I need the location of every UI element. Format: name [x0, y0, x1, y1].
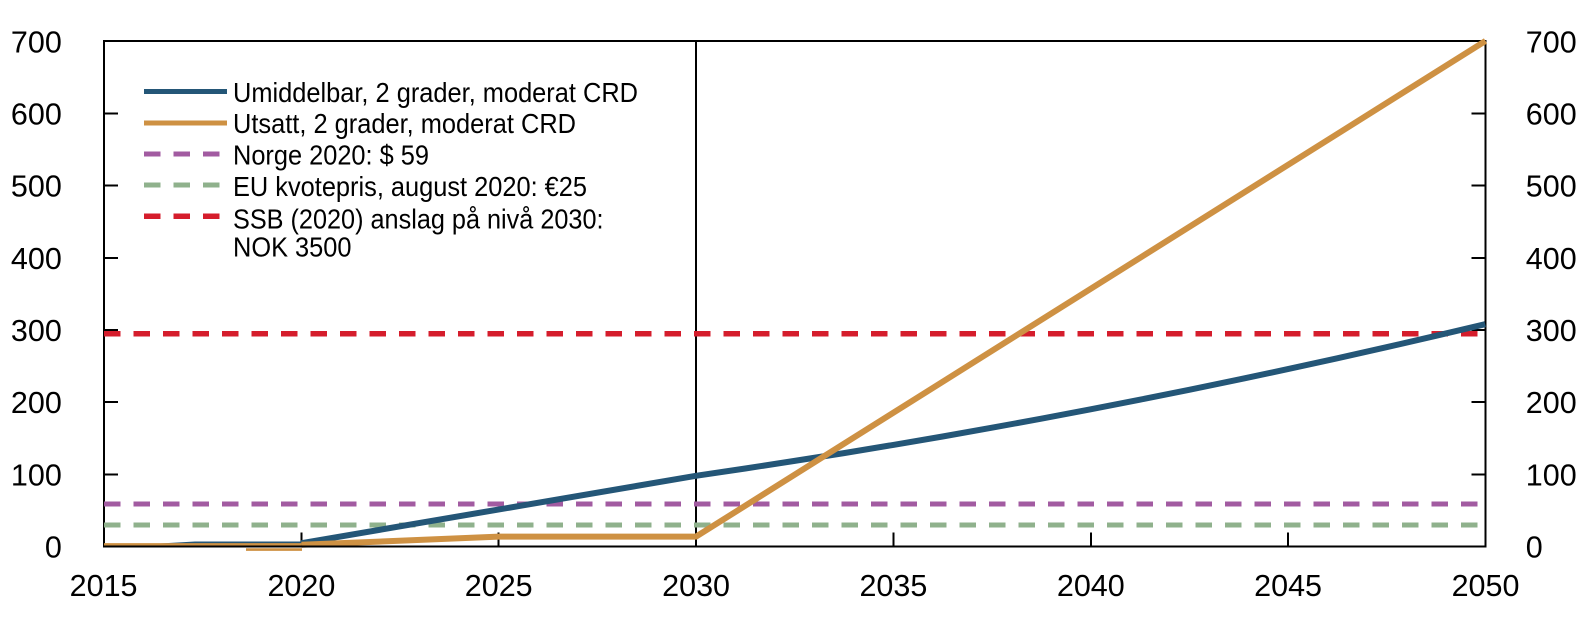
svg-text:2020: 2020	[267, 569, 335, 603]
svg-text:200: 200	[1526, 386, 1577, 420]
svg-text:NOK 3500: NOK 3500	[233, 231, 352, 262]
svg-text:2025: 2025	[465, 569, 533, 603]
svg-text:2050: 2050	[1452, 569, 1520, 603]
svg-text:Norge 2020: $ 59: Norge 2020: $ 59	[233, 140, 429, 171]
svg-text:500: 500	[1526, 170, 1577, 204]
svg-text:400: 400	[11, 242, 62, 276]
svg-text:100: 100	[11, 458, 62, 492]
svg-text:Umiddelbar, 2 grader, moderat: Umiddelbar, 2 grader, moderat CRD	[233, 77, 638, 108]
svg-text:200: 200	[11, 386, 62, 420]
svg-text:2035: 2035	[859, 569, 927, 603]
svg-text:SSB (2020) anslag på nivå 2030: SSB (2020) anslag på nivå 2030:	[233, 204, 604, 235]
svg-text:700: 700	[11, 25, 62, 59]
svg-text:300: 300	[1526, 314, 1577, 348]
svg-text:500: 500	[11, 170, 62, 204]
svg-text:300: 300	[11, 314, 62, 348]
svg-text:2015: 2015	[70, 569, 138, 603]
svg-text:0: 0	[1526, 531, 1543, 565]
svg-text:600: 600	[11, 98, 62, 132]
svg-text:2045: 2045	[1254, 569, 1322, 603]
svg-text:400: 400	[1526, 242, 1577, 276]
svg-text:100: 100	[1526, 458, 1577, 492]
svg-text:600: 600	[1526, 98, 1577, 132]
svg-text:0: 0	[45, 531, 62, 565]
svg-text:2030: 2030	[662, 569, 730, 603]
svg-text:700: 700	[1526, 25, 1577, 59]
svg-text:EU kvotepris, august 2020: €25: EU kvotepris, august 2020: €25	[233, 171, 587, 202]
svg-text:2040: 2040	[1057, 569, 1125, 603]
svg-text:Utsatt, 2 grader, moderat CRD: Utsatt, 2 grader, moderat CRD	[233, 108, 576, 139]
